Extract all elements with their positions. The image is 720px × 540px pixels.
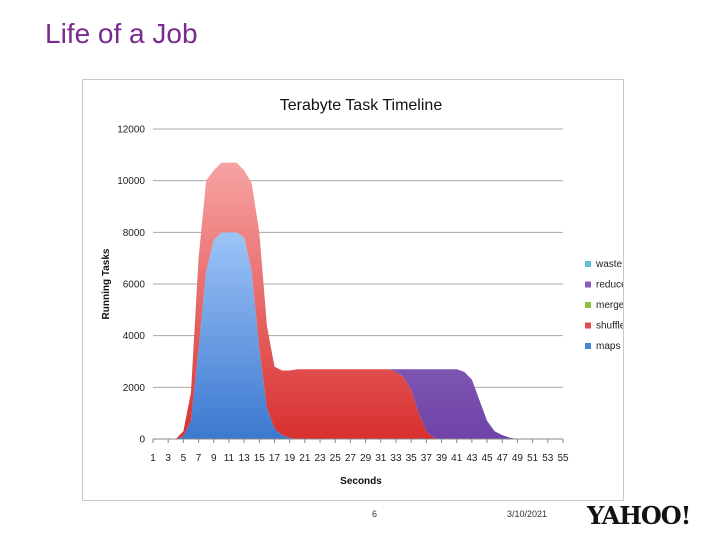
y-axis-label: Running Tasks [101,248,112,319]
legend-label-waste: waste [595,259,623,270]
area-series-shuffle [153,162,563,439]
legend-swatch-maps [585,343,591,349]
y-tick-label-0: 0 [139,435,145,446]
y-tick-label-2000: 2000 [123,383,146,394]
x-tick-label-3: 3 [165,453,171,464]
x-tick-label-29: 29 [360,453,372,464]
x-tick-label-9: 9 [211,453,217,464]
legend-label-shuffle: shuffle [596,321,623,332]
x-tick-label-17: 17 [269,453,281,464]
footer-date: 3/10/2021 [507,509,548,519]
area-series-maps [153,232,563,439]
x-axis-label: Seconds [340,476,382,487]
x-tick-label-47: 47 [497,453,509,464]
x-tick-label-55: 55 [557,453,569,464]
x-tick-label-21: 21 [299,453,311,464]
y-tick-label-6000: 6000 [123,280,146,291]
legend-label-merge: merge [596,300,623,311]
x-tick-label-11: 11 [224,453,235,464]
x-tick-label-45: 45 [482,453,494,464]
x-tick-label-37: 37 [421,453,433,464]
legend-swatch-shuffle [585,322,591,329]
terabyte-task-timeline-chart: Terabyte Task Timeline 0 2000 4000 6000 8000… [101,97,623,487]
x-tick-label-53: 53 [542,453,554,464]
svg-text:YAHOO!: YAHOO! [586,501,690,530]
yahoo-logo: YAHOO! [586,501,691,530]
x-tick-label-43: 43 [466,453,478,464]
y-tick-label-8000: 8000 [123,228,146,239]
x-tick-label-15: 15 [254,453,266,464]
x-tick-label-31: 31 [375,453,387,464]
y-tick-label-4000: 4000 [123,331,146,342]
x-tick-label-13: 13 [239,453,251,464]
x-tick-label-49: 49 [512,453,524,464]
x-tick-label-33: 33 [390,453,402,464]
legend-swatch-reduce [585,281,591,288]
slide-title: Life of a Job [45,18,198,49]
legend-swatch-merge [585,302,591,308]
x-tick-label-25: 25 [330,453,342,464]
x-tick-label-1: 1 [150,453,156,464]
y-tick-label-12000: 12000 [117,125,145,136]
chart-frame: Terabyte Task Timeline 0 2000 4000 6000 8000… [82,79,624,501]
x-tick-label-35: 35 [406,453,418,464]
x-tick-label-23: 23 [314,453,326,464]
legend-swatch-waste [585,261,591,267]
legend-label-reduce: reduce [596,280,623,291]
chart-title: Terabyte Task Timeline [280,97,443,114]
x-tick-label-39: 39 [436,453,448,464]
page-number: 6 [372,509,378,519]
x-tick-label-5: 5 [181,453,187,464]
x-tick-label-41: 41 [451,453,463,464]
x-tick-label-51: 51 [527,453,539,464]
x-tick-label-19: 19 [284,453,296,464]
x-tick-label-7: 7 [196,453,202,464]
legend-label-maps: maps [596,341,620,352]
y-tick-label-10000: 10000 [117,176,145,187]
x-tick-label-27: 27 [345,453,357,464]
